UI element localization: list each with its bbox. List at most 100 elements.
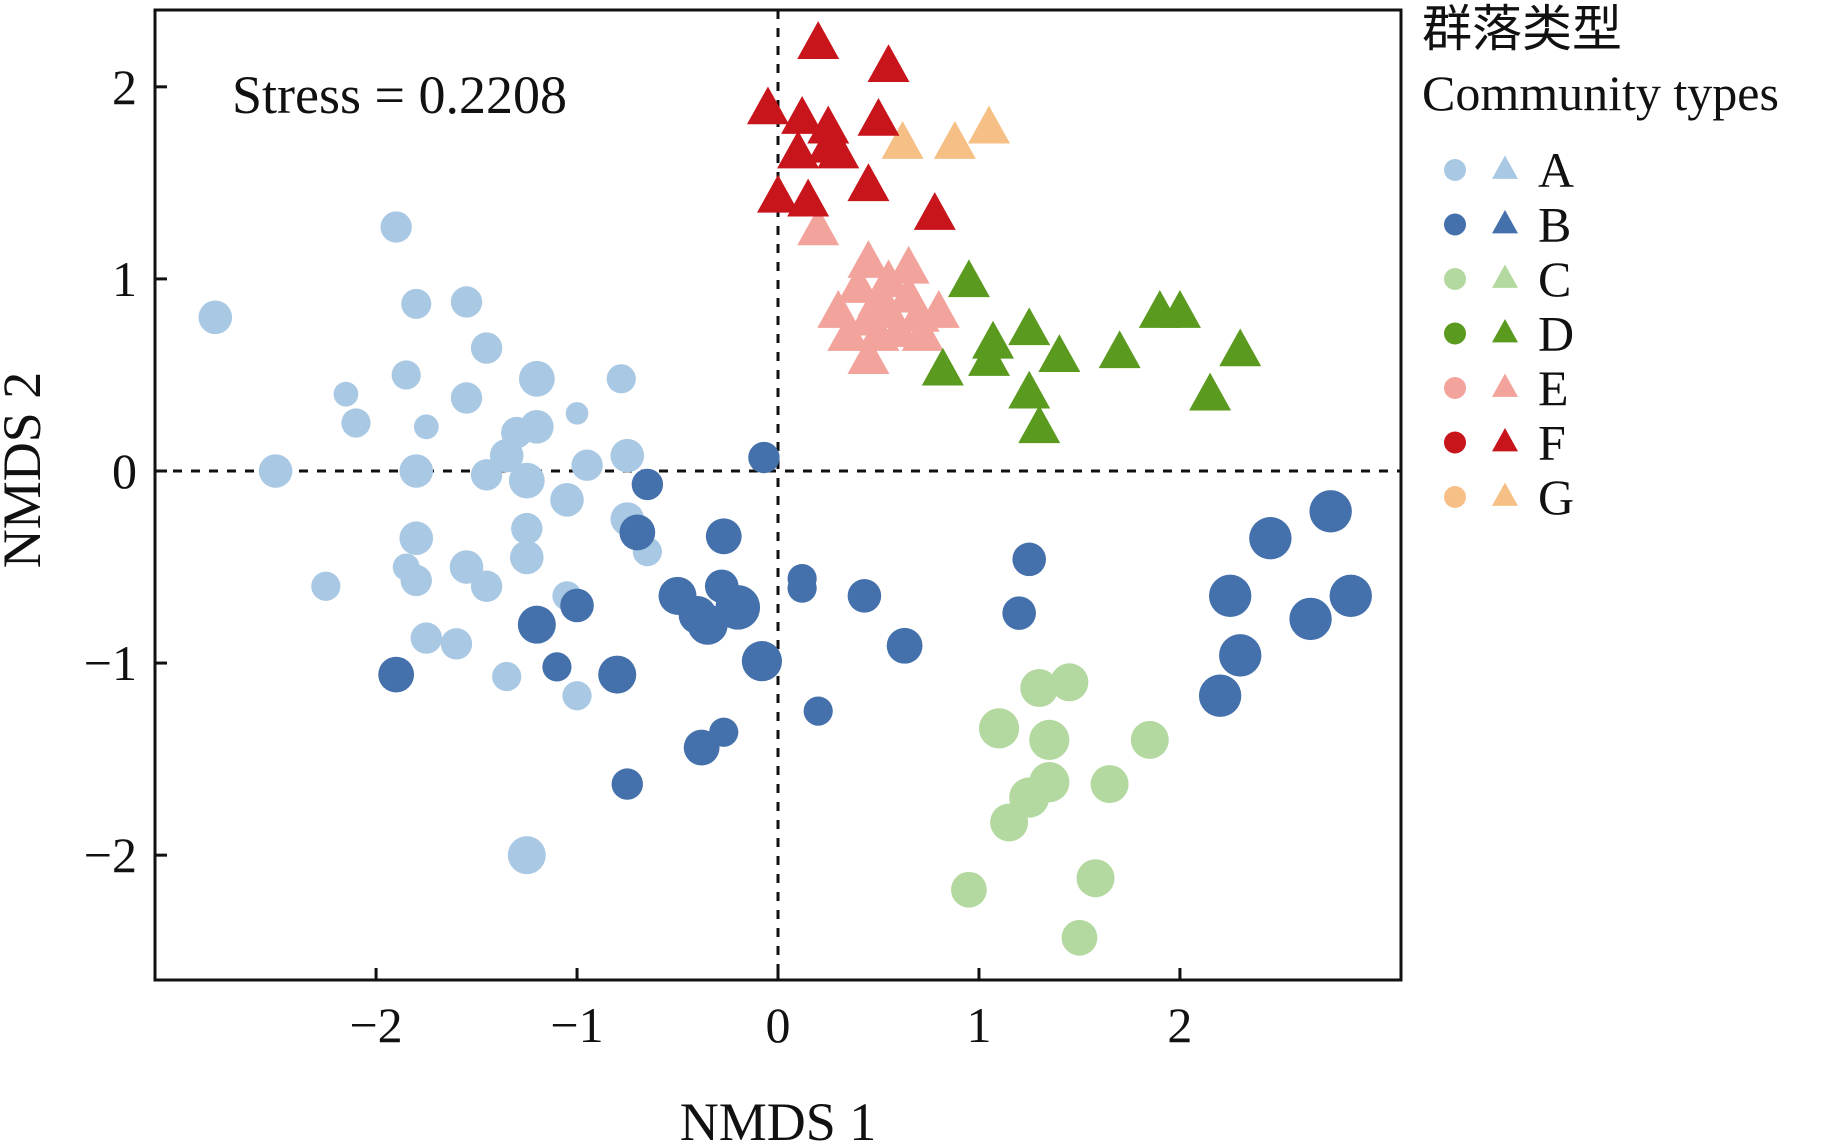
data-point-B: [542, 652, 572, 682]
data-point-D: [1008, 307, 1051, 346]
data-point-B: [560, 588, 594, 623]
legend-triangle-marker: [1492, 482, 1518, 506]
data-point-A: [565, 402, 589, 425]
data-point-F: [787, 178, 830, 217]
legend-triangle-marker: [1492, 373, 1518, 397]
data-point-B: [1208, 574, 1252, 618]
legend-item-G: G: [1444, 469, 1574, 525]
data-point-A: [391, 360, 421, 390]
data-point-B: [705, 518, 742, 555]
series-B: [378, 441, 1372, 800]
data-point-A: [333, 381, 359, 407]
x-tick-label: −1: [550, 997, 603, 1053]
data-point-B: [517, 605, 556, 644]
legend-label: E: [1538, 360, 1569, 416]
legend-label: B: [1538, 197, 1571, 253]
data-point-F: [847, 163, 890, 202]
y-tick-label: −2: [84, 827, 137, 883]
data-point-B: [803, 696, 833, 726]
data-point-F: [913, 192, 956, 230]
data-point-D: [947, 259, 990, 298]
data-point-A: [511, 512, 543, 545]
legend-circle-marker: [1444, 268, 1466, 290]
data-point-F: [867, 44, 910, 82]
data-point-B: [741, 641, 783, 682]
data-point-B: [378, 656, 415, 693]
x-tick-label: 2: [1167, 997, 1192, 1053]
legend-item-D: D: [1444, 306, 1574, 362]
reference-lines: [155, 10, 1401, 980]
x-axis-ticks: −2 −1 0 1 2: [349, 968, 1192, 1053]
data-point-C: [1029, 762, 1070, 803]
data-point-C: [951, 871, 987, 908]
data-point-A: [198, 300, 233, 335]
data-point-B: [1219, 634, 1262, 677]
data-point-C: [1050, 663, 1089, 702]
legend-triangle-marker: [1492, 155, 1518, 179]
data-point-D: [1189, 372, 1232, 411]
data-point-B: [598, 655, 637, 694]
data-point-F: [757, 174, 799, 213]
legend-item-F: F: [1444, 415, 1566, 471]
data-point-E: [837, 265, 880, 303]
x-tick-label: 0: [766, 997, 791, 1053]
legend-label: G: [1538, 469, 1574, 525]
data-point-E: [847, 240, 890, 278]
data-point-C: [1090, 765, 1129, 804]
data-point-C: [1130, 720, 1169, 759]
legend-circle-marker: [1444, 322, 1466, 345]
data-point-A: [440, 628, 473, 660]
data-point-A: [492, 661, 522, 692]
series-D: [921, 259, 1262, 444]
data-point-B: [1329, 574, 1372, 618]
legend-label: C: [1538, 251, 1571, 307]
data-point-A: [470, 332, 503, 364]
data-point-B: [847, 579, 882, 613]
data-point-D: [1038, 334, 1081, 373]
data-point-B: [1012, 542, 1047, 577]
data-point-A: [562, 681, 592, 711]
data-point-A: [311, 571, 341, 601]
data-point-D: [1008, 370, 1051, 409]
data-point-F: [797, 21, 840, 59]
x-tick-label: −2: [349, 997, 402, 1053]
data-point-A: [401, 288, 432, 319]
legend-triangle-marker: [1492, 264, 1518, 288]
data-point-B: [886, 627, 923, 664]
data-point-A: [571, 449, 603, 481]
data-point-G: [933, 121, 976, 159]
legend-item-A: A: [1444, 142, 1574, 198]
data-point-C: [1020, 669, 1059, 708]
data-point-E: [901, 313, 944, 351]
legend-label: A: [1538, 142, 1574, 198]
legend-item-E: E: [1444, 360, 1569, 416]
data-point-F: [857, 97, 900, 136]
data-point-A: [341, 408, 371, 438]
data-point-A: [518, 360, 555, 397]
data-point-A: [450, 286, 483, 318]
series-C: [951, 663, 1169, 956]
legend-triangle-marker: [1492, 427, 1518, 452]
data-point-A: [450, 382, 483, 414]
x-axis-title: NMDS 1: [680, 1092, 877, 1145]
data-point-C: [1076, 859, 1115, 898]
data-point-E: [867, 259, 910, 298]
x-tick-label: 1: [966, 997, 991, 1053]
data-point-B: [611, 768, 643, 800]
data-point-A: [380, 211, 412, 243]
data-point-A: [449, 550, 484, 584]
data-point-F: [777, 130, 820, 169]
data-points: [198, 21, 1372, 956]
data-point-D: [921, 347, 964, 386]
data-point-A: [508, 462, 545, 499]
data-point-B: [709, 717, 739, 747]
data-point-B: [631, 468, 664, 501]
data-point-A: [550, 483, 584, 517]
y-tick-label: 2: [112, 59, 137, 115]
series-G: [881, 105, 1011, 159]
data-point-B: [683, 729, 720, 766]
data-point-E: [827, 313, 870, 351]
